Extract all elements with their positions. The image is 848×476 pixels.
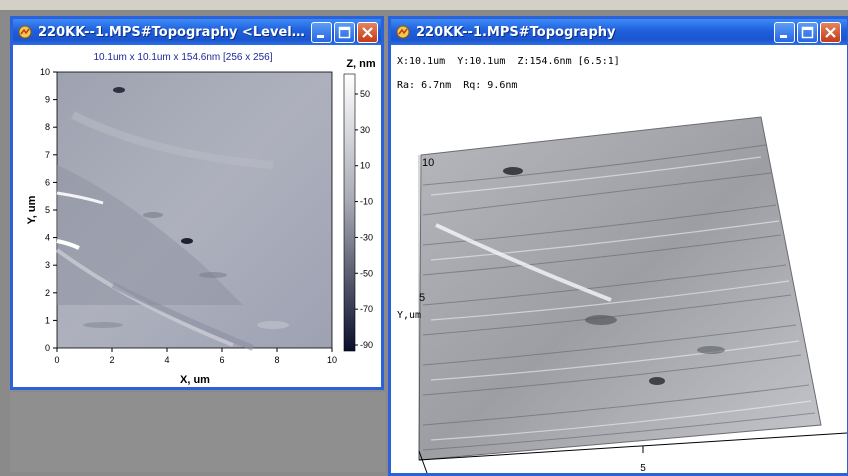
- y-tick-label: 3: [45, 260, 50, 270]
- topography-2d-window[interactable]: 220KK--1.MPS#Topography <Levelin...: [10, 16, 384, 390]
- close-button[interactable]: [357, 21, 378, 43]
- topography-2d-plot: 10.1um x 10.1um x 154.6nm [256 x 256] Z,…: [26, 52, 376, 386]
- colorbar-title: Z, nm: [346, 58, 376, 70]
- tick-label-5-x: 5: [640, 463, 646, 474]
- maximize-icon: [801, 26, 814, 38]
- y-tick-label: 7: [45, 150, 50, 160]
- y-tick-label: 2: [45, 288, 50, 298]
- y-tick-label: 9: [45, 95, 50, 105]
- minimize-button[interactable]: [311, 21, 332, 43]
- tick-label-5-y: 5: [419, 292, 425, 304]
- image-size-header: 10.1um x 10.1um x 154.6nm [256 x 256]: [94, 52, 273, 63]
- x-tick-label: 6: [219, 355, 224, 365]
- scan-info-line: X:10.1um Y:10.1um Z:154.6nm [6.5:1]: [397, 56, 620, 67]
- x-tick-label: 2: [109, 355, 114, 365]
- close-icon: [362, 26, 373, 38]
- y-axis-label: Y, um: [26, 195, 38, 224]
- close-icon: [825, 26, 836, 38]
- plot-area-3d: X:10.1um Y:10.1um Z:154.6nm [6.5:1] Ra: …: [391, 45, 847, 474]
- colorbar-tick-label: 50: [360, 89, 370, 99]
- topography-image: [55, 71, 333, 351]
- plot-area: 10.1um x 10.1um x 154.6nm [256 x 256] Z,…: [13, 45, 381, 387]
- colorbar-tick-label: 10: [360, 161, 370, 171]
- app-icon: [396, 25, 410, 39]
- maximize-icon: [338, 26, 351, 38]
- surface-mesh: [418, 116, 822, 461]
- x-tick-label: 10: [327, 355, 337, 365]
- title-bar[interactable]: 220KK--1.MPS#Topography <Levelin...: [13, 19, 381, 45]
- window-title: 220KK--1.MPS#Topography <Levelin...: [38, 24, 309, 40]
- y-axis-label-3d: Y,um: [397, 310, 421, 321]
- colorbar-tick-label: -50: [360, 268, 373, 278]
- minimize-button[interactable]: [774, 21, 795, 43]
- roughness-info-line: Ra: 6.7nm Rq: 9.6nm: [397, 80, 518, 91]
- topography-3d-window[interactable]: 220KK--1.MPS#Topography X:10.1um Y:10.1u…: [388, 16, 848, 476]
- close-button[interactable]: [820, 21, 841, 43]
- y-tick-label: 1: [45, 315, 50, 325]
- y-tick-label: 5: [45, 205, 50, 215]
- desktop-background: [0, 0, 848, 10]
- colorbar-tick-label: -10: [360, 197, 373, 207]
- x-axis-line: [418, 432, 847, 461]
- x-tick-label: 8: [274, 355, 279, 365]
- maximize-button[interactable]: [334, 21, 355, 43]
- x-axis-ticks: 0 2 4 6 8 10: [54, 348, 337, 365]
- window-title: 220KK--1.MPS#Topography: [416, 24, 616, 40]
- x-tick-label: 4: [164, 355, 169, 365]
- colorbar-tick-label: 30: [360, 125, 370, 135]
- maximize-button[interactable]: [797, 21, 818, 43]
- empty-workspace: [10, 392, 386, 472]
- app-icon: [18, 25, 32, 39]
- colorbar-ticks: 50 30 10 -10 -30 -50 -70 -90: [355, 89, 373, 350]
- tick-label-10: 10: [422, 157, 434, 169]
- y-tick-label: 8: [45, 122, 50, 132]
- y-tick-label: 6: [45, 177, 50, 187]
- x-axis-label: X, um: [180, 374, 210, 386]
- topography-3d-surface: 10 5 Y,um 5: [397, 116, 847, 474]
- y-tick-label: 10: [40, 67, 50, 77]
- y-tick-label: 4: [45, 233, 50, 243]
- colorbar-tick-label: -30: [360, 232, 373, 242]
- title-bar[interactable]: 220KK--1.MPS#Topography: [391, 19, 847, 45]
- x-tick-label: 0: [54, 355, 59, 365]
- colorbar: [343, 73, 356, 352]
- minimize-icon: [317, 34, 324, 38]
- colorbar-tick-label: -70: [360, 304, 373, 314]
- y-tick-label: 0: [45, 343, 50, 353]
- colorbar-tick-label: -90: [360, 340, 373, 350]
- minimize-icon: [780, 34, 787, 38]
